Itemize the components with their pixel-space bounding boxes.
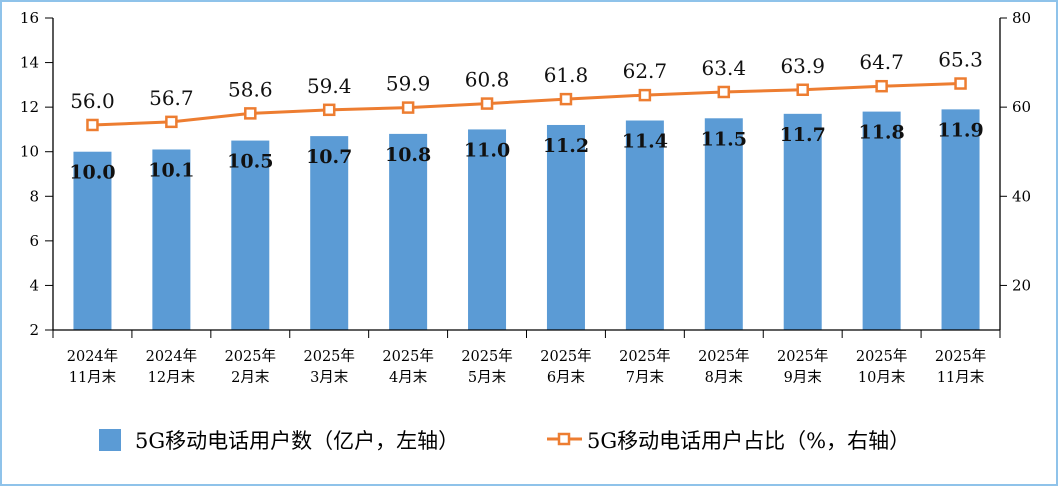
x-tick-label-year: 2025年 — [777, 348, 828, 365]
line-data-label: 59.9 — [386, 72, 431, 96]
x-tick-label-year: 2025年 — [304, 348, 355, 365]
x-tick-label-month: 2月末 — [231, 369, 270, 386]
bar — [310, 136, 349, 330]
x-tick-label-year: 2025年 — [382, 348, 433, 365]
line-marker — [954, 77, 967, 90]
x-tick-label-month: 4月末 — [389, 369, 428, 386]
bar — [231, 140, 270, 330]
x-tick-label-month: 8月末 — [705, 369, 744, 386]
left-tick-label: 14 — [20, 54, 39, 72]
line-marker — [244, 107, 257, 120]
x-tick-label-year: 2025年 — [619, 348, 670, 365]
x-tick-label-year: 2025年 — [540, 348, 591, 365]
bar-data-label: 10.5 — [227, 151, 273, 173]
bar — [625, 120, 664, 330]
x-tick-label-month: 6月末 — [547, 369, 586, 386]
legend-bar-swatch — [99, 429, 121, 451]
line-data-label: 56.7 — [149, 86, 194, 110]
bar-data-label: 10.0 — [69, 162, 115, 184]
line-data-label: 60.8 — [465, 68, 510, 92]
left-tick-label: 10 — [20, 143, 39, 161]
x-tick-label-month: 7月末 — [626, 369, 665, 386]
x-tick-label-month: 11月末 — [937, 369, 985, 386]
bar — [941, 109, 980, 330]
line-data-label: 64.7 — [859, 50, 904, 74]
bar — [389, 133, 428, 330]
left-tick-label: 2 — [29, 321, 39, 339]
line-data-label: 59.4 — [307, 74, 352, 98]
x-tick-label-year: 2024年 — [146, 348, 197, 365]
line-data-label: 65.3 — [938, 48, 983, 72]
line-marker — [559, 92, 573, 106]
bar — [152, 149, 191, 330]
legend-bar-label: 5G移动电话用户数（亿户，左轴） — [135, 429, 459, 453]
right-tick-label: 20 — [1012, 276, 1031, 294]
line-data-label: 58.6 — [228, 77, 273, 101]
bar — [704, 118, 743, 331]
x-tick-label-month: 5月末 — [468, 369, 507, 386]
right-tick-label: 40 — [1012, 187, 1031, 205]
bar-data-label: 11.4 — [622, 131, 668, 153]
line-data-label: 61.8 — [544, 63, 589, 87]
x-tick-label-year: 2025年 — [225, 348, 276, 365]
bar-data-label: 11.8 — [858, 122, 904, 144]
legend-line-label: 5G移动电话用户占比（%，右轴） — [587, 429, 910, 453]
x-tick-label-month: 10月末 — [858, 369, 906, 386]
bar-data-label: 11.0 — [464, 139, 510, 161]
bar-data-label: 11.2 — [543, 135, 589, 157]
left-tick-label: 4 — [29, 276, 39, 294]
x-tick-label-year: 2025年 — [698, 348, 749, 365]
bar-data-label: 10.8 — [385, 144, 431, 166]
line-data-label: 62.7 — [623, 59, 668, 83]
line-marker — [796, 83, 809, 97]
x-tick-label-year: 2024年 — [67, 348, 118, 365]
x-tick-label-year: 2025年 — [461, 348, 512, 365]
bar-data-label: 10.1 — [148, 159, 194, 181]
line-marker — [86, 118, 99, 132]
left-tick-label: 16 — [20, 9, 39, 27]
bar-data-label: 10.7 — [306, 146, 352, 168]
x-tick-label-year: 2025年 — [856, 348, 907, 365]
bar — [546, 124, 585, 330]
left-tick-label: 6 — [29, 232, 39, 250]
bar — [783, 113, 822, 330]
x-tick-label-month: 12月末 — [148, 369, 196, 386]
right-tick-label: 80 — [1012, 9, 1031, 27]
bar-data-label: 11.5 — [701, 128, 747, 150]
line-marker — [638, 88, 652, 102]
bar — [862, 111, 901, 330]
x-tick-label-month: 11月末 — [69, 369, 117, 386]
line-data-label: 63.4 — [702, 56, 747, 80]
line-marker — [322, 103, 336, 117]
left-tick-label: 12 — [20, 98, 39, 116]
line-marker — [480, 97, 494, 110]
line-marker — [401, 101, 415, 114]
bar-data-label: 11.7 — [780, 124, 826, 146]
right-tick-label: 60 — [1012, 98, 1031, 116]
bar — [73, 151, 112, 330]
legend-line-marker — [557, 432, 571, 446]
bar — [468, 129, 507, 330]
bar-data-label: 11.9 — [937, 119, 983, 141]
x-tick-label-month: 3月末 — [310, 369, 349, 386]
line-marker — [165, 115, 178, 129]
line-marker — [875, 79, 888, 93]
line-data-label: 63.9 — [780, 54, 825, 78]
line-series — [92, 82, 961, 127]
left-tick-label: 8 — [29, 187, 39, 205]
x-tick-label-year: 2025年 — [935, 348, 986, 365]
x-tick-label-month: 9月末 — [784, 369, 823, 386]
line-data-label: 56.0 — [70, 89, 115, 113]
line-marker — [717, 85, 731, 99]
